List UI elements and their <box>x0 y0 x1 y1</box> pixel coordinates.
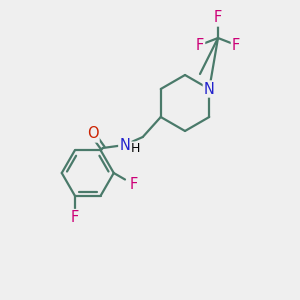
Text: F: F <box>196 38 204 52</box>
Text: F: F <box>232 38 240 52</box>
Text: O: O <box>87 127 99 142</box>
Text: F: F <box>214 11 222 26</box>
Text: F: F <box>70 210 79 225</box>
Text: F: F <box>130 177 138 192</box>
Text: N: N <box>204 82 215 97</box>
Text: H: H <box>131 142 140 155</box>
Text: N: N <box>119 137 130 152</box>
